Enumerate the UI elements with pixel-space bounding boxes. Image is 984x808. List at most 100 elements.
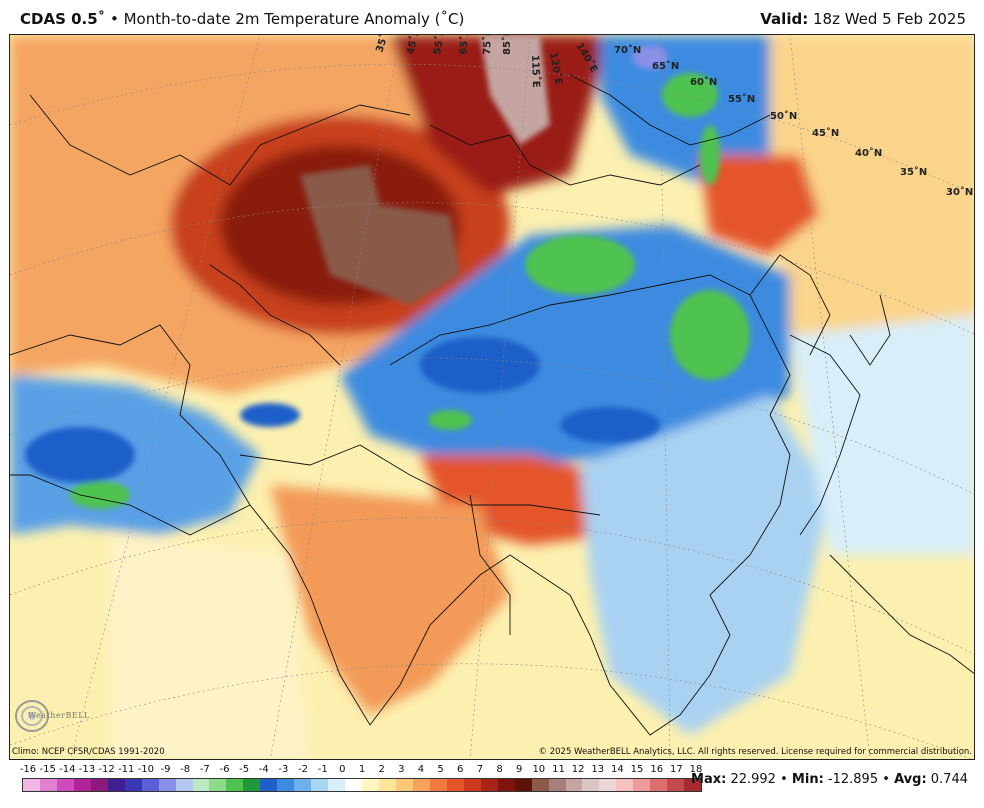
colorbar-tick-label: -12	[98, 764, 115, 775]
colorbar-swatch	[192, 779, 210, 791]
anomaly-map: 70˚N 65˚N 60˚N 55˚N 50˚N 45˚N 40˚N 35˚N …	[9, 34, 975, 760]
colorbar-tick-label: 6	[457, 764, 464, 775]
map-title: CDAS 0.5˚ • Month-to-date 2m Temperature…	[20, 10, 464, 28]
max-value: 22.992	[730, 772, 776, 787]
lat-label: 70˚N	[614, 44, 641, 56]
colorbar-swatch	[514, 779, 532, 791]
valid-label: Valid:	[760, 10, 809, 28]
colorbar-tick-label: 16	[650, 764, 664, 775]
lon-label: 65˚E	[457, 35, 472, 55]
colorbar-swatch	[446, 779, 464, 791]
colorbar-tick-label: 10	[532, 764, 546, 775]
map-canvas: 70˚N 65˚N 60˚N 55˚N 50˚N 45˚N 40˚N 35˚N …	[10, 35, 974, 759]
colorbar-swatch	[90, 779, 108, 791]
colorbar-tick-label: 0	[339, 764, 346, 775]
min-value: -12.895	[827, 772, 879, 787]
product-name: Month-to-date 2m Temperature Anomaly (˚C…	[123, 10, 465, 28]
model-name: CDAS 0.5˚	[20, 10, 106, 28]
colorbar-tick-label: 8	[496, 764, 503, 775]
colorbar-swatch	[531, 779, 549, 791]
colorbar-tick-label: -3	[278, 764, 289, 775]
colorbar-tick-label: 2	[378, 764, 385, 775]
colorbar-tick-label: 7	[476, 764, 484, 775]
colorbar-tick-label: -6	[219, 764, 230, 775]
colorbar-tick-label: 13	[591, 764, 605, 775]
colorbar-swatch	[56, 779, 74, 791]
lon-label: 75˚E	[481, 35, 494, 55]
colorbar-swatch	[412, 779, 430, 791]
climo-note: Climo: NCEP CFSR/CDAS 1991-2020	[12, 747, 165, 757]
colorbar-swatch	[429, 779, 447, 791]
colorbar-tick-label: 3	[398, 764, 405, 775]
lat-label: 50˚N	[770, 110, 797, 122]
header: CDAS 0.5˚ • Month-to-date 2m Temperature…	[0, 0, 984, 34]
colorbar-ticks: -16 -15 -14 -13 -12 -11 -10 -9 -8 -7 -6 -5 -4 -3 -2 -1 0…	[19, 764, 703, 778]
max-label: Max:	[691, 772, 727, 787]
colorbar-tick-label: -8	[180, 764, 191, 775]
colorbar-swatch	[599, 779, 617, 791]
colorbar-swatch	[565, 779, 583, 791]
lat-label: 35˚N	[900, 166, 927, 178]
colorbar-swatch	[124, 779, 142, 791]
colorbar-tick-label: -7	[199, 764, 210, 775]
field-stats: Max: 22.992 • Min: -12.895 • Avg: 0.744	[691, 772, 968, 787]
colorbar-swatch	[650, 779, 668, 791]
graticule	[10, 35, 974, 759]
colorbar-tick-label: 5	[437, 764, 444, 775]
avg-label: Avg:	[894, 772, 927, 787]
colorbar-legend: -16 -15 -14 -13 -12 -11 -10 -9 -8 -7 -6 -5 -4 -3 -2 -1 0…	[19, 764, 703, 794]
colorbar-tick-label: -10	[137, 764, 155, 775]
colorbar-tick-label: -2	[298, 764, 309, 775]
country-borders	[10, 74, 974, 736]
colorbar-swatch	[480, 779, 498, 791]
colorbar-swatch	[463, 779, 481, 791]
title-bullet: •	[109, 10, 119, 28]
colorbar-tick-label: 4	[417, 764, 425, 775]
colorbar-swatch	[616, 779, 634, 791]
colorbar-tick-label: 14	[611, 764, 624, 775]
logo-text: WeatherBELL	[28, 711, 90, 720]
colorbar-swatch	[328, 779, 346, 791]
colorbar-swatch	[395, 779, 413, 791]
colorbar-tick-label: -13	[78, 764, 96, 775]
colorbar-tick-label: -15	[39, 764, 56, 775]
colorbar-swatch	[379, 779, 396, 791]
colorbar-tick-label: 11	[552, 764, 565, 775]
colorbar-swatch	[548, 779, 566, 791]
valid-time: Valid: 18z Wed 5 Feb 2025	[760, 10, 966, 28]
colorbar-swatch	[684, 779, 702, 791]
stats-sep: •	[882, 772, 890, 787]
colorbar-tick-label: 15	[630, 764, 644, 775]
lon-label: 115˚E	[529, 55, 542, 88]
colorbar-swatch	[73, 779, 91, 791]
lon-label: 85˚E	[501, 35, 513, 55]
colorbar-swatch	[633, 779, 651, 791]
colorbar-swatch	[345, 779, 363, 791]
colorbar-swatch	[23, 779, 40, 791]
colorbar-swatch	[294, 779, 312, 791]
lat-label: 60˚N	[690, 76, 717, 88]
colorbar-tick-label: 17	[669, 764, 683, 775]
lat-label: 30˚N	[946, 186, 973, 198]
colorbar-swatch	[582, 779, 600, 791]
colorbar-swatch	[158, 779, 176, 791]
colorbar-swatch	[39, 779, 57, 791]
colorbar-tick-label: -1	[317, 764, 328, 775]
lat-label: 40˚N	[855, 147, 882, 159]
lat-label: 65˚N	[652, 60, 679, 72]
colorbar-swatches	[22, 778, 702, 792]
lon-label: 55˚E	[431, 35, 447, 56]
colorbar-tick-label: -4	[258, 764, 269, 775]
colorbar-tick-label: 9	[515, 764, 523, 775]
colorbar-swatch	[141, 779, 159, 791]
colorbar-tick-label: -11	[118, 764, 135, 775]
colorbar-swatch	[243, 779, 261, 791]
weatherbell-logo: WeatherBELL	[14, 696, 100, 736]
colorbar-tick-label: -9	[160, 764, 171, 775]
colorbar-swatch	[277, 779, 295, 791]
colorbar-tick-label: 18	[689, 764, 703, 775]
colorbar-swatch	[260, 779, 278, 791]
colorbar-tick-label: -5	[239, 764, 250, 775]
valid-value: 18z Wed 5 Feb 2025	[812, 10, 966, 28]
colorbar-tick-label: -16	[19, 764, 37, 775]
